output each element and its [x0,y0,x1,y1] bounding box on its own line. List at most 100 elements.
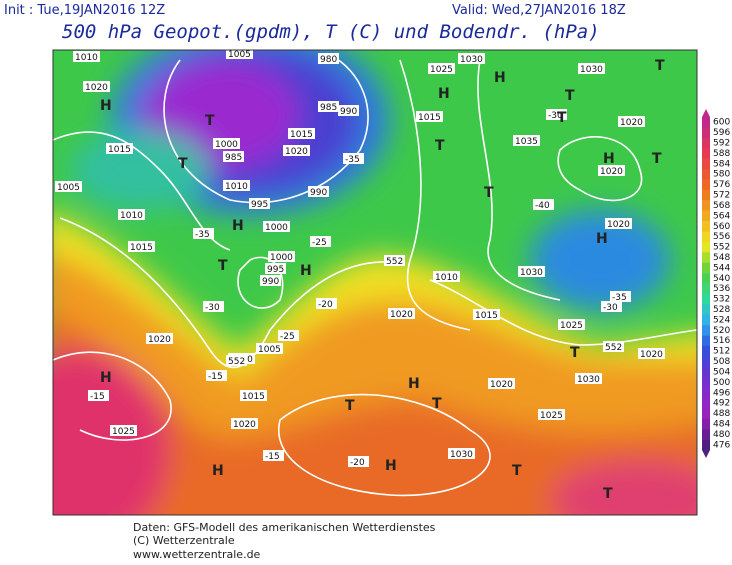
label-box [316,298,337,309]
contour-label: 1000 [270,253,293,263]
contour-label: 995 [267,265,284,275]
contour-label: 1020 [600,167,623,177]
colorbar-segment [702,200,710,211]
colorbar-label: 496 [713,388,730,398]
label-box [226,355,247,366]
colorbar-segment [702,366,710,378]
label-box [558,319,585,330]
colorbar-label: 484 [713,419,730,429]
colorbar-label: 588 [713,149,730,159]
colorbar-label: 500 [713,378,730,388]
label-box [473,309,500,320]
pressure-center: T [512,463,522,479]
label-box [231,418,258,429]
label-box [318,53,339,64]
contour-label: 1030 [577,375,600,385]
contour-label: 1030 [520,268,543,278]
label-box [278,330,299,341]
label-box [263,450,284,461]
label-box [283,145,310,156]
pressure-center: T [557,110,567,126]
colorbar-segment [702,117,710,128]
contour-label: 1000 [215,140,238,150]
contour-label: -30 [548,111,563,121]
pressure-center: T [603,486,613,502]
map: 1010102010151005101010151005100098510109… [53,50,697,515]
label-box [288,128,315,139]
label-box [513,135,540,146]
pressure-center: T [655,58,665,74]
contour-label: 1015 [475,311,498,321]
label-box [240,390,267,401]
pressure-center: T [652,151,662,167]
pressure-center: T [565,88,575,104]
contour-label: 1020 [148,335,171,345]
colorbar-segment [702,241,710,253]
colorbar-label: 564 [713,211,730,221]
colorbar-arrow [702,109,710,117]
pressure-center: T [570,345,580,361]
pressure-center: H [212,463,224,479]
contour-label: 990 [262,277,279,287]
colorbar-segment [702,387,710,399]
label-box [416,111,443,122]
label-box [618,116,645,127]
label-box [533,199,554,210]
contour-label: 1010 [225,182,248,192]
contour-label: 1030 [460,55,483,65]
colorbar-segment [702,252,710,263]
contour-label: 1015 [130,243,153,253]
contour-label: 1035 [515,137,538,147]
pressure-center: H [300,263,312,279]
map-frame [52,49,698,516]
label-box [55,181,82,192]
contour-label: 1015 [242,392,265,402]
pressure-center: H [100,370,112,386]
label-box [83,81,110,92]
colorbar-label: 532 [713,295,730,305]
label-box [118,209,145,220]
contour-label: 1020 [490,380,513,390]
colorbar-segment [702,221,710,232]
contour-label: 1030 [580,65,603,75]
contour-label: -35 [195,230,210,240]
colorbar-label: 568 [713,201,730,211]
pressure-center: H [596,231,608,247]
contour-label: 995 [251,200,268,210]
colorbar-label: 540 [713,274,730,284]
label-box [268,251,295,262]
colorbar-label: 548 [713,253,730,263]
label-box [110,425,137,436]
label-box [638,348,665,359]
contour-label: -15 [265,452,280,462]
colorbar-segment [702,335,710,347]
colorbar-segment [702,325,710,336]
title: 500 hPa Geopot.(gpdm), T (C) und Bodendr… [62,21,600,43]
footer-line: www.wetterzentrale.de [133,548,261,561]
contour-label: 1015 [108,145,131,155]
colorbar-segment [702,345,710,357]
valid-time: Valid: Wed,27JAN2016 18Z [452,3,626,18]
label-box [458,53,485,64]
colorbar-label: 600 [713,118,730,128]
contour-label: -15 [90,392,105,402]
contour-label: -40 [535,201,550,211]
footer-line: Daten: GFS-Modell des amerikanischen Wet… [133,521,436,534]
contour-label: -30 [603,303,618,313]
label-box [308,186,329,197]
contour-label: 1020 [85,83,108,93]
colorbar-label: 552 [713,243,730,253]
pressure-center: H [232,218,244,234]
init-time: Init : Tue,19JAN2016 12Z [4,3,165,18]
colorbar-label: 524 [713,315,730,325]
colorbar-segment [702,179,710,191]
colorbar-segment [702,304,710,316]
label-box [603,341,624,352]
colorbar-label: 492 [713,399,730,409]
pressure-center: T [178,156,188,172]
label-box [213,138,240,149]
colorbar-label: 536 [713,284,730,294]
pressure-center: T [432,396,442,412]
label-box [193,228,214,239]
